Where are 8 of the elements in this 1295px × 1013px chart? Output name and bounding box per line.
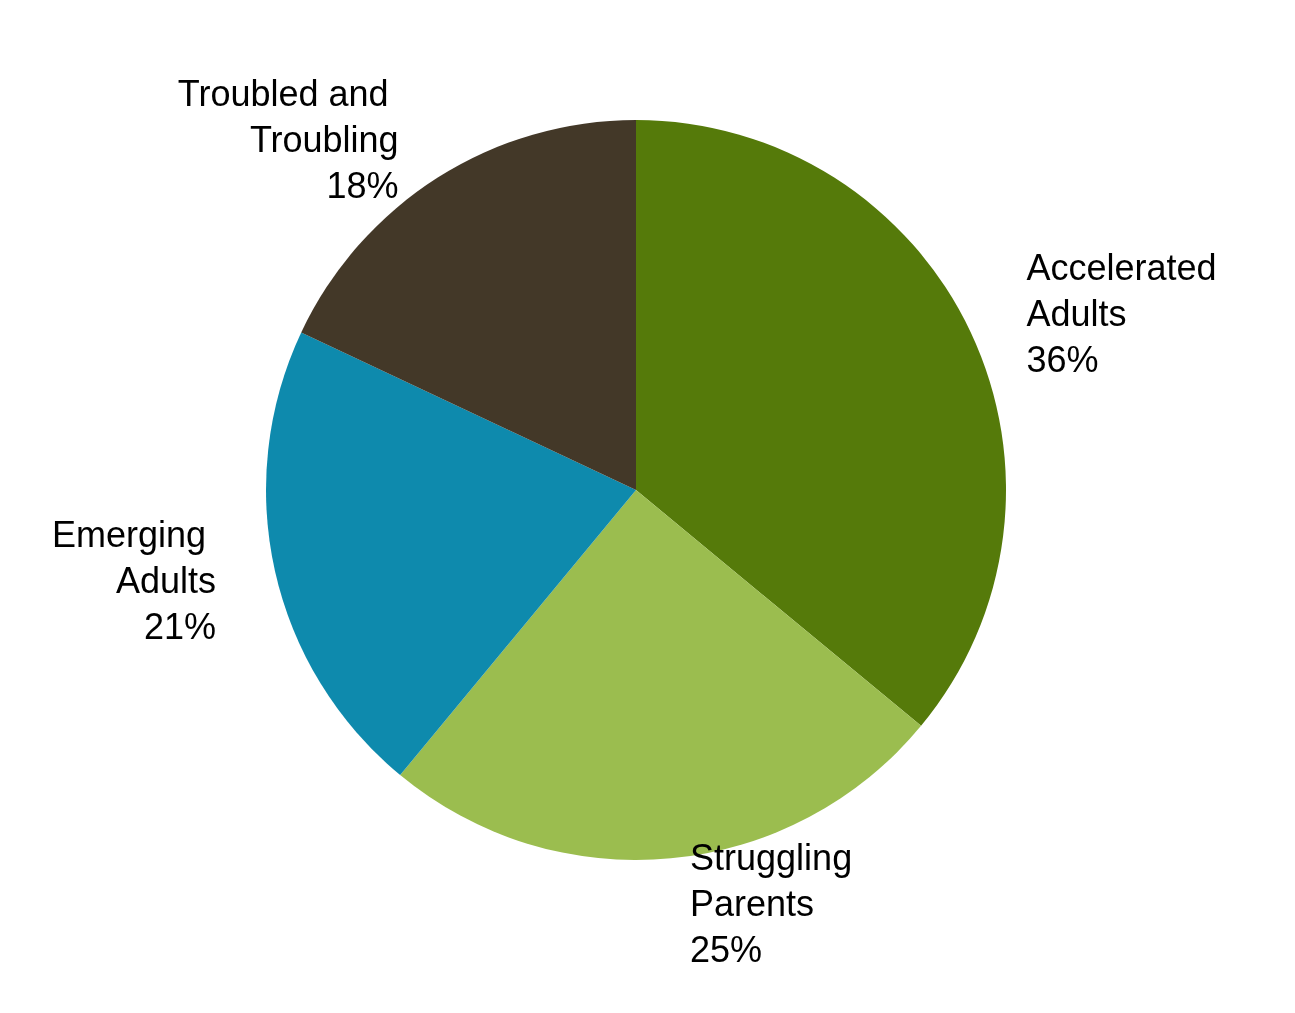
slice-label: Troubled and Troubling — [177, 73, 399, 161]
data-label: 25% — [690, 928, 763, 970]
data-label: 21% — [143, 606, 216, 648]
slice-label: Emerging Adults — [51, 514, 216, 602]
data-label: 36% — [1026, 338, 1099, 380]
slice-label: Struggling Parents — [690, 836, 863, 924]
slice-label: Accelerated Adults — [1026, 246, 1227, 334]
data-label: 18% — [326, 165, 399, 207]
